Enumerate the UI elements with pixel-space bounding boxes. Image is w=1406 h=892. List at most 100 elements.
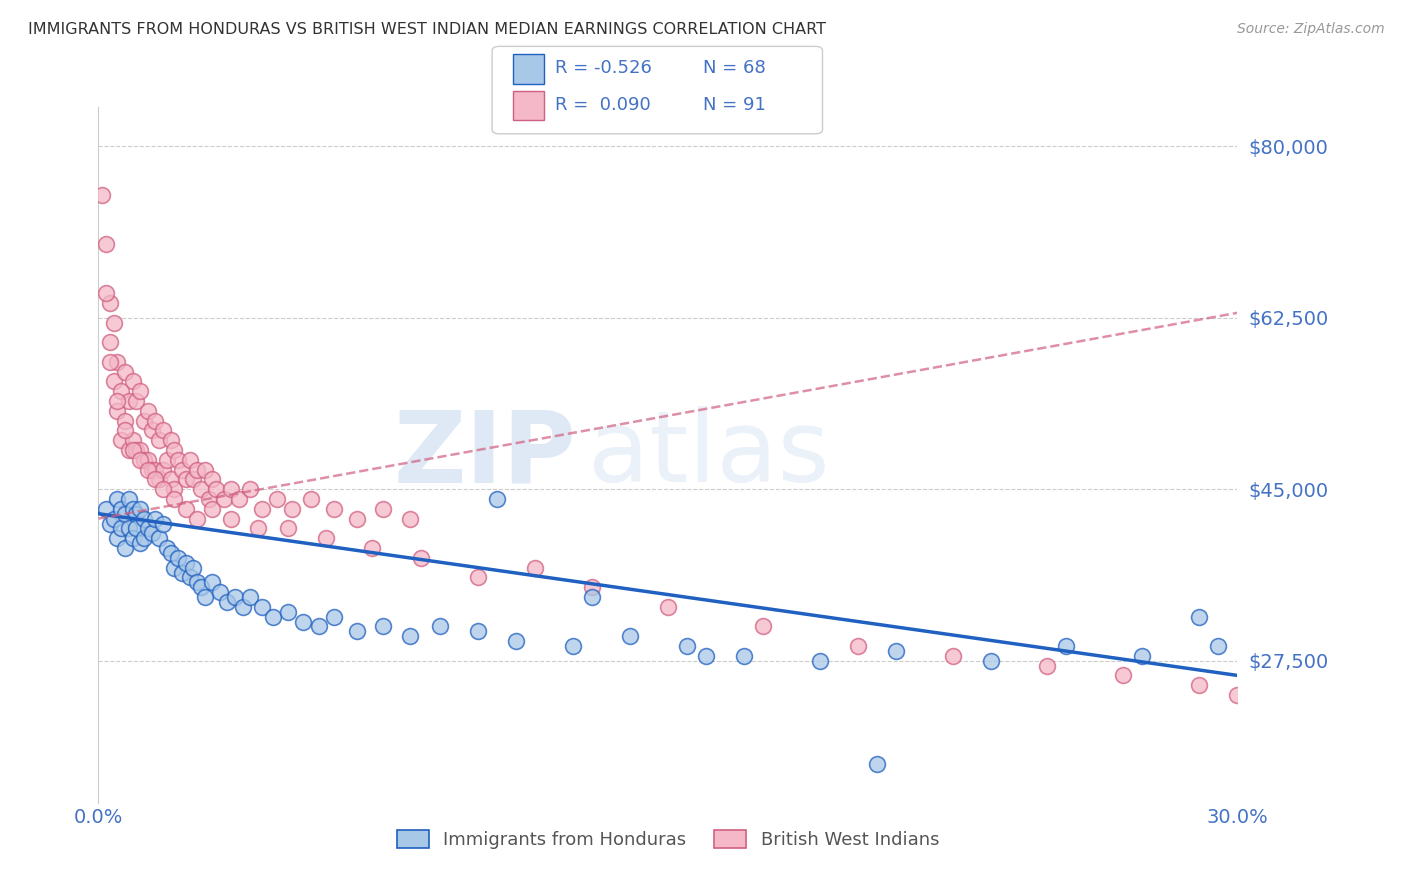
Point [186,511,208,525]
Point [467,624,489,639]
Point [371,501,394,516]
Point [118,443,141,458]
Point [676,639,699,653]
Point [197,491,219,506]
Point [246,521,269,535]
Point [136,404,159,418]
Point [125,394,148,409]
Point [201,575,224,590]
Point [194,462,217,476]
Text: ZIP: ZIP [394,407,576,503]
Point [145,462,167,476]
Point [118,521,141,535]
Point [190,482,212,496]
Point [121,531,143,545]
Point [266,491,288,506]
Point [186,462,208,476]
Point [159,546,181,560]
Point [141,526,163,541]
Point [429,619,451,633]
Point [619,629,641,643]
Point [152,482,174,496]
Point [98,516,121,531]
Point [942,648,965,663]
Point [315,531,337,545]
Point [148,434,170,448]
Point [170,566,193,580]
Point [239,482,262,496]
Point [129,536,152,550]
Point [103,316,125,330]
Point [1226,688,1249,702]
Text: R = -0.526: R = -0.526 [555,60,652,78]
Point [132,511,155,525]
Point [524,560,547,574]
Point [152,462,174,476]
Point [866,756,889,771]
Point [201,501,224,516]
Point [159,472,181,486]
Point [156,541,179,555]
Point [129,501,152,516]
Point [346,624,368,639]
Point [205,482,228,496]
Point [110,521,132,535]
Point [179,570,201,584]
Point [163,482,186,496]
Point [277,605,299,619]
Text: IMMIGRANTS FROM HONDURAS VS BRITISH WEST INDIAN MEDIAN EARNINGS CORRELATION CHAR: IMMIGRANTS FROM HONDURAS VS BRITISH WEST… [28,22,827,37]
Point [411,550,433,565]
Point [1208,639,1230,653]
Point [129,384,152,399]
Point [186,575,208,590]
Point [486,491,509,506]
Point [281,501,304,516]
Point [167,550,190,565]
Point [228,491,250,506]
Point [292,615,315,629]
Point [136,521,159,535]
Text: atlas: atlas [588,407,830,503]
Point [360,541,382,555]
Point [217,595,239,609]
Point [1112,668,1135,682]
Point [94,501,117,516]
Point [308,619,330,633]
Point [183,560,205,574]
Point [121,501,143,516]
Point [129,443,152,458]
Point [752,619,775,633]
Point [398,511,420,525]
Point [163,443,186,458]
Point [136,462,159,476]
Point [194,590,217,604]
Point [107,394,129,409]
Point [156,452,179,467]
Point [884,644,907,658]
Point [107,531,129,545]
Point [145,511,167,525]
Point [132,452,155,467]
Point [114,414,136,428]
Point [118,394,141,409]
Point [170,462,193,476]
Point [467,570,489,584]
Point [91,188,114,202]
Point [1054,639,1078,653]
Point [98,335,121,350]
Point [152,424,174,438]
Point [125,443,148,458]
Point [846,639,869,653]
Point [201,472,224,486]
Text: N = 91: N = 91 [703,96,766,114]
Point [398,629,420,643]
Point [232,599,254,614]
Point [174,556,197,570]
Point [145,414,167,428]
Point [221,482,243,496]
Text: Source: ZipAtlas.com: Source: ZipAtlas.com [1237,22,1385,37]
Point [979,654,1001,668]
Point [174,472,197,486]
Point [250,501,273,516]
Point [98,355,121,369]
